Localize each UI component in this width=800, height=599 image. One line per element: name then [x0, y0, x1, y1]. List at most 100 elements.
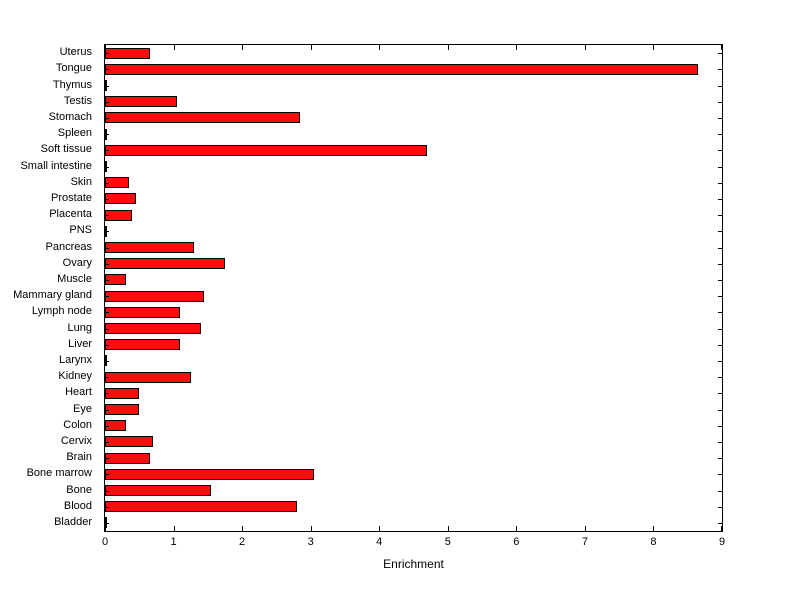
x-tick [174, 45, 175, 50]
y-tick [105, 280, 109, 281]
x-tick [242, 526, 243, 531]
x-tick [311, 526, 312, 531]
y-tick [718, 410, 722, 411]
x-tick [379, 526, 380, 531]
y-tick-label-mammary-gland: Mammary gland [13, 289, 92, 302]
y-tick [105, 393, 109, 394]
y-tick [718, 312, 722, 313]
y-tick-label-bladder: Bladder [54, 515, 92, 528]
x-tick [653, 45, 654, 50]
y-tick-label-tongue: Tongue [55, 62, 92, 75]
y-tick-label-bone: Bone [66, 483, 92, 496]
y-tick [105, 69, 109, 70]
bar-small-intestine [105, 161, 107, 172]
y-tick [105, 523, 109, 524]
y-tick [718, 150, 722, 151]
bar-testis [105, 96, 177, 108]
y-tick [718, 458, 722, 459]
bar-thymus [105, 80, 107, 91]
y-tick [105, 150, 109, 151]
y-tick [105, 86, 109, 87]
y-tick [718, 86, 722, 87]
x-tick-label-1: 1 [170, 536, 177, 548]
y-tick [105, 167, 109, 168]
y-tick [105, 134, 109, 135]
y-tick [105, 507, 109, 508]
bar-stomach [105, 112, 300, 124]
x-tick-label-8: 8 [650, 536, 657, 548]
y-tick-label-small-intestine: Small intestine [20, 159, 92, 172]
y-tick-label-kidney: Kidney [58, 370, 92, 383]
y-tick [718, 199, 722, 200]
y-tick [718, 491, 722, 492]
bar-lymph-node [105, 306, 180, 318]
y-tick [105, 410, 109, 411]
bar-blood [105, 501, 297, 513]
bar-heart [105, 387, 139, 399]
x-tick-label-0: 0 [101, 536, 109, 548]
x-tick [242, 45, 243, 50]
y-tick [105, 248, 109, 249]
y-tick-label-liver: Liver [68, 337, 92, 350]
bar-liver [105, 339, 180, 351]
y-tick [718, 167, 722, 168]
y-tick [718, 248, 722, 249]
y-tick-label-uterus: Uterus [59, 46, 92, 59]
y-tick-label-ovary: Ovary [62, 256, 92, 269]
y-tick [718, 231, 722, 232]
bar-prostate [105, 193, 136, 205]
y-tick [718, 393, 722, 394]
y-tick [718, 329, 722, 330]
x-tick [379, 45, 380, 50]
y-tick [718, 53, 722, 54]
y-tick [718, 102, 722, 103]
y-tick [718, 296, 722, 297]
y-tick-label-blood: Blood [63, 499, 92, 512]
y-tick-label-testis: Testis [63, 94, 92, 107]
y-tick [718, 377, 722, 378]
y-tick [105, 426, 109, 427]
y-tick [718, 523, 722, 524]
y-tick [105, 231, 109, 232]
x-tick [585, 526, 586, 531]
x-tick-label-6: 6 [513, 536, 520, 548]
y-tick [718, 474, 722, 475]
x-tick-label-5: 5 [444, 536, 451, 548]
y-tick-label-thymus: Thymus [52, 78, 92, 91]
x-tick [516, 526, 517, 531]
y-tick [105, 329, 109, 330]
y-tick-label-muscle: Muscle [57, 272, 92, 285]
y-tick [105, 458, 109, 459]
y-tick [105, 183, 109, 184]
bar-skin [105, 177, 129, 189]
plot-area [104, 44, 723, 532]
bar-brain [105, 452, 150, 464]
y-tick [718, 264, 722, 265]
y-tick-label-placenta: Placenta [49, 208, 92, 221]
y-tick [105, 491, 109, 492]
y-tick [718, 507, 722, 508]
bar-lung [105, 323, 201, 334]
y-tick [105, 264, 109, 265]
y-tick-label-pns: PNS [69, 224, 92, 237]
y-tick [718, 361, 722, 362]
y-tick-label-skin: Skin [70, 175, 92, 188]
y-tick-label-heart: Heart [65, 386, 92, 399]
y-tick-label-eye: Eye [73, 402, 92, 415]
y-tick [718, 134, 722, 135]
y-tick-label-bone-marrow: Bone marrow [26, 467, 92, 480]
y-tick [105, 199, 109, 200]
y-tick [105, 377, 109, 378]
bar-ovary [105, 258, 225, 270]
x-tick-label-4: 4 [376, 536, 383, 548]
x-tick [721, 45, 722, 50]
bar-pancreas [105, 242, 194, 253]
y-tick [105, 102, 109, 103]
y-tick-label-lung: Lung [67, 321, 92, 334]
y-tick [105, 442, 109, 443]
y-tick [105, 312, 109, 313]
y-tick-label-pancreas: Pancreas [45, 240, 92, 253]
x-tick-label-2: 2 [239, 536, 246, 548]
x-tick [174, 526, 175, 531]
